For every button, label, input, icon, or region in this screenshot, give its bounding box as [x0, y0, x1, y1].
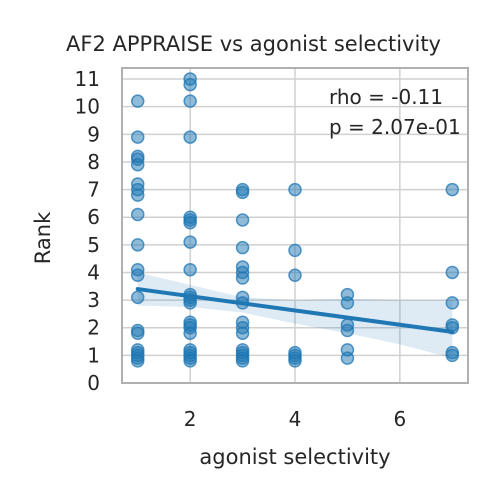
regression-line: [135, 287, 455, 334]
data-point-36: [183, 326, 197, 341]
y-tick-label-8: 8: [87, 150, 100, 174]
data-point-0: [130, 94, 145, 108]
plot-frame: [121, 67, 469, 384]
data-point-45: [235, 240, 250, 255]
y-axis-label: Rank: [31, 211, 55, 264]
y-tick-label-5: 5: [87, 233, 100, 257]
data-point-9: [130, 238, 145, 252]
data-point-72: [445, 182, 460, 197]
data-point-22: [183, 94, 197, 108]
data-point-67: [340, 296, 355, 310]
x-tick-label-0: 2: [184, 407, 197, 431]
data-point-59: [288, 182, 302, 197]
y-tick-label-9: 9: [87, 122, 100, 146]
y-tick-label-11: 11: [75, 67, 100, 91]
data-point-61: [288, 268, 302, 282]
y-tick-label-0: 0: [87, 371, 100, 395]
data-point-8: [130, 207, 145, 222]
data-point-1: [130, 130, 145, 144]
data-point-41: [183, 354, 197, 368]
data-point-44: [235, 213, 250, 227]
data-point-78: [445, 348, 460, 363]
x-axis-label: agonist selectivity: [199, 445, 390, 469]
chart-title: AF2 APPRAISE vs agonist selectivity: [66, 32, 441, 56]
confidence-band: [137, 272, 453, 359]
data-point-48: [235, 271, 250, 285]
data-point-14: [130, 326, 145, 341]
data-point-27: [183, 235, 197, 249]
data-point-73: [445, 265, 460, 280]
data-point-11: [130, 268, 145, 282]
y-tick-labels: 0 1 2 3 4 5 6 7 8 9 10 11: [75, 67, 100, 395]
data-point-43: [235, 185, 250, 200]
data-point-12: [130, 290, 145, 305]
data-point-28: [183, 262, 197, 277]
data-points: [130, 72, 460, 368]
annotation-p: p = 2.07e-01: [329, 115, 461, 139]
data-point-60: [288, 243, 302, 258]
confidence-band-group: [137, 272, 453, 359]
data-point-71: [340, 351, 355, 365]
data-point-69: [340, 323, 355, 338]
y-tick-label-4: 4: [87, 260, 100, 284]
data-point-4: [130, 157, 145, 172]
data-point-58: [235, 354, 250, 368]
y-tick-label-6: 6: [87, 205, 100, 229]
data-point-74: [445, 296, 460, 310]
data-point-7: [130, 188, 145, 202]
data-point-23: [183, 130, 197, 144]
data-point-21: [183, 77, 197, 92]
y-tick-label-1: 1: [87, 343, 100, 367]
y-tick-label-3: 3: [87, 288, 100, 312]
y-tick-label-2: 2: [87, 316, 100, 340]
x-tick-label-2: 6: [393, 407, 406, 431]
x-tick-label-1: 4: [289, 407, 302, 431]
annotation-rho: rho = -0.11: [329, 85, 443, 109]
regression-line-group: [135, 287, 455, 334]
data-point-53: [235, 326, 250, 341]
y-tick-label-10: 10: [75, 95, 100, 119]
data-point-26: [183, 215, 197, 230]
x-tick-labels: 2 4 6: [184, 407, 406, 431]
data-point-19: [130, 354, 145, 368]
y-tick-label-7: 7: [87, 178, 100, 202]
data-point-65: [288, 354, 302, 368]
